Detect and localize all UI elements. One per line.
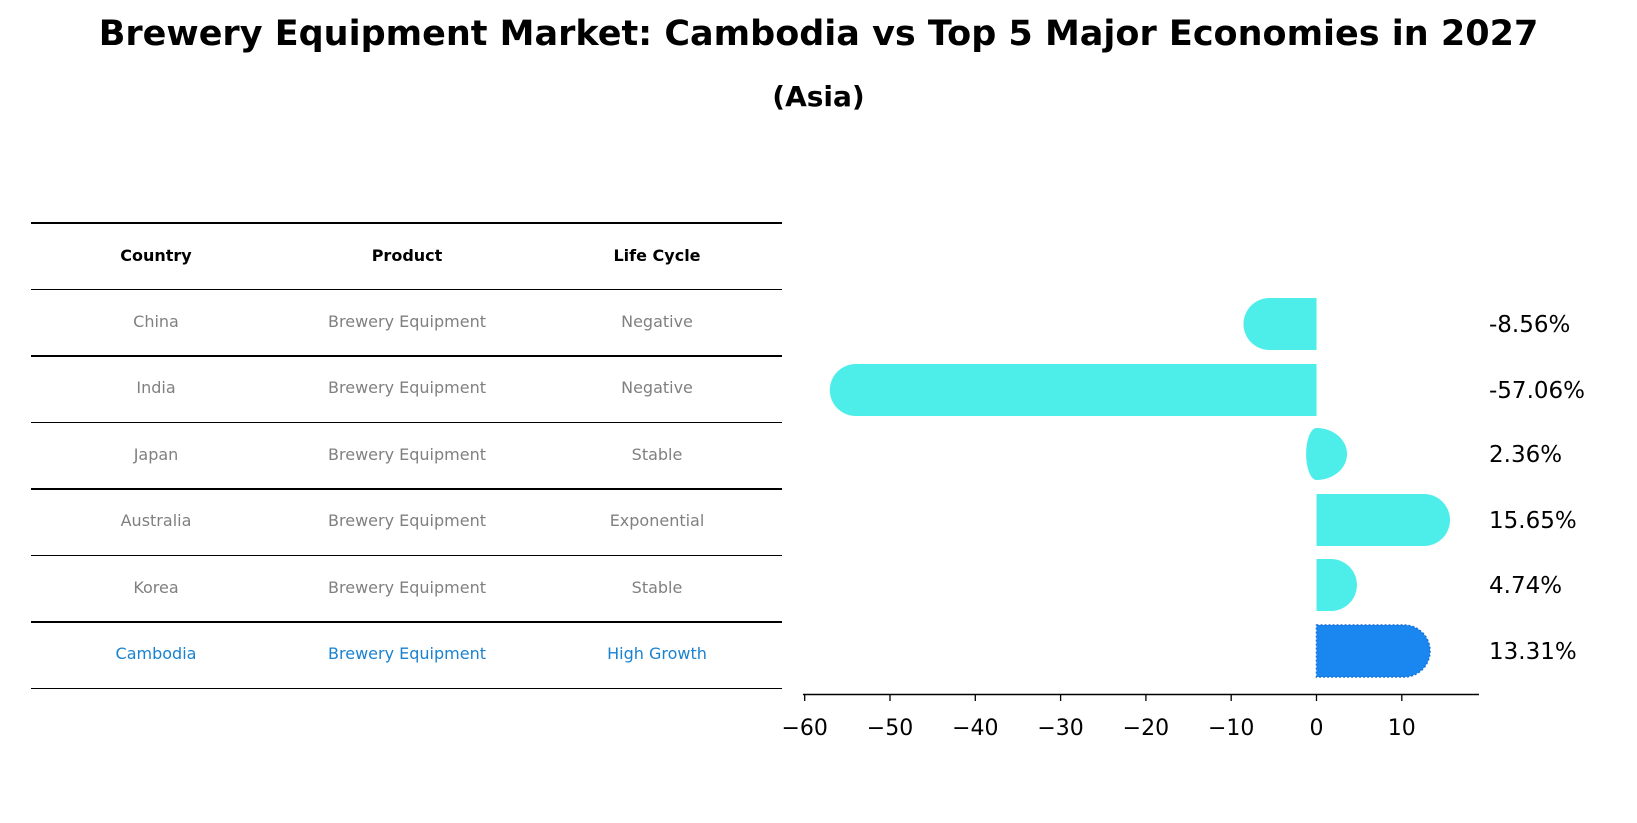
table-cell-life-cycle: Negative xyxy=(621,311,693,331)
table-cell-product: Brewery Equipment xyxy=(328,577,486,597)
table-rule xyxy=(31,355,782,357)
table-cell-product: Brewery Equipment xyxy=(328,311,486,331)
table-cell-life-cycle: Stable xyxy=(631,577,683,597)
x-tick-label: −20 xyxy=(1123,716,1169,741)
table-cell-product: Brewery Equipment xyxy=(328,444,486,464)
chart-subtitle: (Asia) xyxy=(772,80,865,113)
table-cell-product: Brewery Equipment xyxy=(328,511,486,530)
table-cell-country: Cambodia xyxy=(115,644,197,663)
table-cell-country: Korea xyxy=(133,577,179,597)
x-tick-label: −40 xyxy=(952,716,998,741)
table-cell-life-cycle: Negative xyxy=(621,378,693,397)
table-rule xyxy=(31,554,782,556)
table-cell-product: Brewery Equipment xyxy=(328,378,486,397)
table-rule xyxy=(31,687,782,689)
x-tick-label: −10 xyxy=(1208,716,1254,741)
table-cell-product: Brewery Equipment xyxy=(328,644,486,663)
column-header: Life Cycle xyxy=(613,246,701,265)
table-rule xyxy=(31,488,782,490)
bar-australia xyxy=(1316,494,1450,546)
table-cell-country: Japan xyxy=(133,444,179,464)
value-label: 13.31% xyxy=(1489,639,1577,665)
table-rule xyxy=(31,288,782,290)
table-rule xyxy=(31,621,782,623)
table-rule xyxy=(31,421,782,423)
value-label: -57.06% xyxy=(1489,378,1585,404)
x-tick-label: −60 xyxy=(781,716,827,741)
bar-cambodia xyxy=(1315,624,1431,678)
x-tick-label: −30 xyxy=(1037,716,1083,741)
table-cell-life-cycle: High Growth xyxy=(607,644,707,663)
table-cell-life-cycle: Exponential xyxy=(609,511,705,530)
bar-japan xyxy=(1306,428,1348,480)
bar-china xyxy=(1243,298,1317,350)
table-cell-country: China xyxy=(133,311,179,331)
table-cell-life-cycle: Stable xyxy=(631,444,683,464)
value-label: -8.56% xyxy=(1489,312,1570,338)
x-tick-label: 10 xyxy=(1388,716,1416,741)
value-label: 4.74% xyxy=(1489,573,1562,599)
table-cell-country: Australia xyxy=(120,511,192,530)
x-tick-label: −50 xyxy=(867,716,913,741)
column-header: Country xyxy=(120,246,192,265)
column-header: Product xyxy=(371,246,443,265)
bar-korea xyxy=(1316,559,1357,611)
table-rule xyxy=(31,222,782,224)
chart-title: Brewery Equipment Market: Cambodia vs To… xyxy=(98,14,1539,54)
bar-india xyxy=(829,364,1317,416)
value-label: 15.65% xyxy=(1489,508,1577,534)
x-tick-label: 0 xyxy=(1310,716,1324,741)
value-label: 2.36% xyxy=(1489,442,1562,468)
table-cell-country: India xyxy=(136,378,176,397)
